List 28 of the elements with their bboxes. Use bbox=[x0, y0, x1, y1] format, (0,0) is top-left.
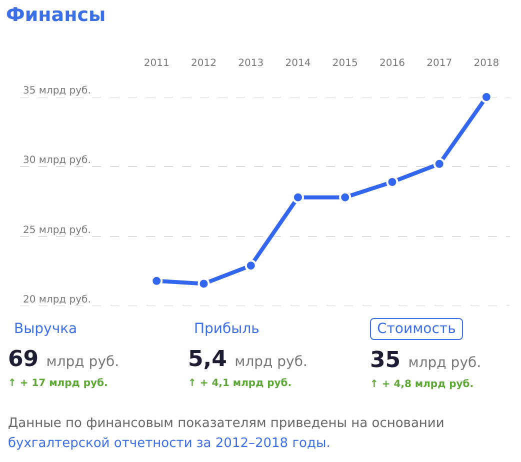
y-tick-label: 20 млрд руб. bbox=[23, 294, 91, 306]
text: млрд руб. bbox=[234, 354, 308, 370]
text: ↑ + 4,8 млрд руб. bbox=[370, 379, 475, 390]
text: ↑ + 4,1 млрд руб. bbox=[188, 378, 293, 389]
y-tick-label: 25 млрд руб. bbox=[23, 224, 91, 236]
text: 5,4 bbox=[188, 347, 227, 372]
text: основании bbox=[372, 416, 444, 431]
x-tick-label: 2014 bbox=[285, 58, 311, 69]
text: Выручка bbox=[13, 320, 78, 339]
x-tick-label: 2018 bbox=[474, 58, 500, 69]
chart-title: Финансы bbox=[6, 4, 106, 26]
text: млрд руб. bbox=[408, 355, 482, 371]
text: Данные по финансовым показателям приведены на bbox=[8, 416, 368, 431]
x-tick-label: 2015 bbox=[332, 58, 358, 69]
y-tick-label: 30 млрд руб. bbox=[23, 155, 91, 166]
text: Прибыль bbox=[193, 320, 260, 339]
text: 35 bbox=[370, 348, 401, 373]
x-tick-label: 2011 bbox=[144, 58, 170, 69]
x-tick-label: 2016 bbox=[379, 58, 405, 69]
text: Стоимость bbox=[370, 318, 463, 340]
x-tick-label: 2013 bbox=[238, 58, 264, 69]
x-tick-label: 2012 bbox=[191, 58, 216, 69]
text: ↑ + 17 млрд руб. bbox=[8, 378, 109, 389]
text: 69 bbox=[8, 347, 39, 372]
text: млрд руб. bbox=[46, 354, 120, 370]
y-tick-label: 35 млрд руб. bbox=[23, 86, 91, 96]
text: бухгалтерской отчетности за 2012–2018 годы. bbox=[8, 436, 330, 451]
x-tick-label: 2017 bbox=[426, 58, 452, 69]
